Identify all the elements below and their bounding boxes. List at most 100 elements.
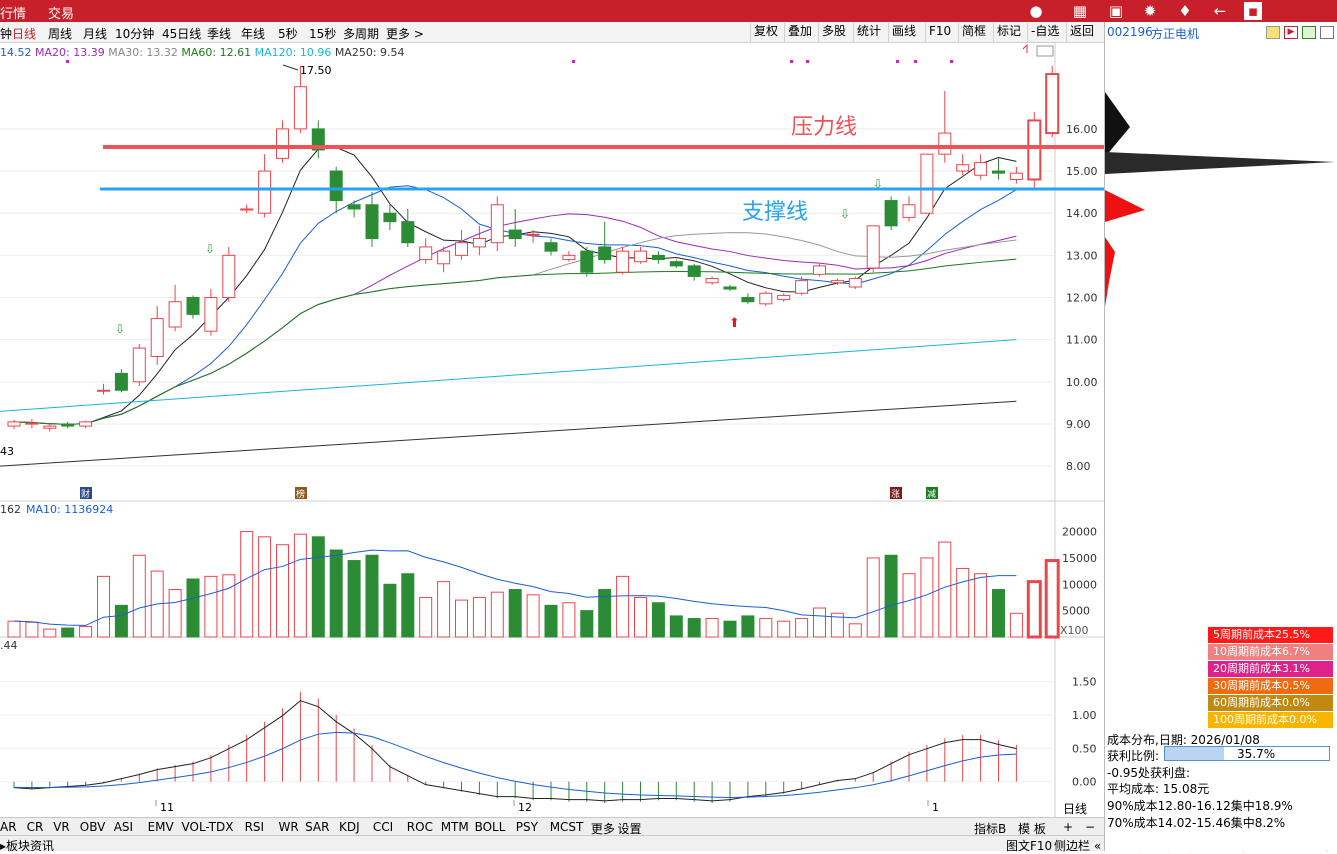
toolbar-button-8[interactable]: -自选: [1027, 23, 1062, 42]
period-6[interactable]: 季线: [207, 27, 232, 41]
period-2[interactable]: 周线: [48, 27, 73, 41]
period-0[interactable]: 钟: [0, 27, 13, 41]
indicator-btn1[interactable]: 指标B: [974, 822, 1007, 836]
indicator-ar[interactable]: AR: [0, 820, 17, 834]
candle: [186, 295, 200, 319]
axis-ticks: 16.0015.0014.0013.0012.0011.0010.009.008…: [155, 123, 1098, 814]
volume-bar: [419, 596, 433, 638]
chart-icon[interactable]: [1266, 26, 1280, 39]
right-axis-period-label: 日线: [1063, 802, 1087, 816]
period-1[interactable]: 日线: [12, 27, 37, 41]
volume-bar: [526, 594, 540, 638]
toolbar-button-5[interactable]: F10: [925, 23, 954, 42]
macd-tick: 0.50: [1072, 742, 1097, 755]
dot-marker: [806, 60, 809, 63]
period-5[interactable]: 45日线: [162, 27, 202, 41]
toolbar-button-9[interactable]: 返回: [1066, 23, 1097, 42]
toolbar-button-7[interactable]: 标记: [993, 23, 1024, 42]
indicator-vol-tdx[interactable]: VOL-TDX: [181, 820, 234, 834]
toolbar-button-1[interactable]: 叠加: [784, 23, 815, 42]
indicator-cci[interactable]: CCI: [372, 820, 394, 834]
cost-70: 70%成本14.02-15.46集中8.2%: [1107, 816, 1286, 830]
indicator-bar: AR CR VR OBV ASI EMV VOL-TDX RSI WR SAR KDJ CCI ROC M…: [0, 817, 1104, 836]
candle: [1027, 112, 1042, 188]
period-10[interactable]: 多周期: [343, 27, 380, 41]
toolbar-button-3[interactable]: 统计: [853, 23, 884, 42]
indicator-psy[interactable]: PSY: [515, 820, 538, 834]
stock-code: 002196: [1107, 25, 1153, 39]
ma30-line: [13, 232, 1017, 425]
window-icon[interactable]: ▪: [1244, 2, 1262, 20]
toolbar-button-6[interactable]: 简框: [958, 23, 989, 42]
candle: [938, 90, 952, 163]
event-marker[interactable]: 涨: [890, 487, 902, 500]
indicator-minus[interactable]: −: [1085, 820, 1096, 834]
toolbar-button-0[interactable]: 复权: [750, 23, 781, 42]
user-icon[interactable]: ●: [1029, 2, 1043, 20]
period-3[interactable]: 月线: [83, 27, 108, 41]
back-arrow-icon[interactable]: ←: [1213, 2, 1227, 20]
indicator-obv[interactable]: OBV: [79, 820, 106, 834]
volume-bar: [723, 620, 737, 638]
toolbar-button-2[interactable]: 多股: [818, 23, 849, 42]
volume-bar: [651, 602, 665, 638]
period-7[interactable]: 年线: [241, 27, 266, 41]
indicator-mtm[interactable]: MTM: [440, 820, 469, 834]
indicator-设置[interactable]: 设置: [617, 822, 642, 836]
period-toolbar: 钟日线 周线 月线 10分钟 45日线 季线 年线 5秒 15秒 多周期 更多 > 复权 叠加 多股 统计画…: [0, 22, 1104, 43]
status-left[interactable]: ▸板块资讯: [0, 839, 55, 853]
status-f10[interactable]: 图文F10: [1006, 839, 1053, 853]
indicator-asi[interactable]: ASI: [113, 820, 134, 834]
indicator-更多[interactable]: 更多: [590, 822, 615, 836]
candle: [1009, 166, 1023, 184]
indicator-cr[interactable]: CR: [26, 820, 44, 834]
price-tick: 15.00: [1066, 165, 1098, 178]
ma-legend: 14.52 MA20: 13.39 MA30: 13.32 MA60: 12.6…: [0, 46, 405, 59]
indicator-kdj[interactable]: KDJ: [339, 820, 360, 834]
indicator-plus[interactable]: +: [1063, 820, 1074, 834]
candle: [526, 230, 540, 243]
indicator-wr[interactable]: WR: [278, 820, 299, 834]
collapse-icon[interactable]: [1036, 45, 1054, 57]
candle: [347, 200, 361, 218]
tab-trade[interactable]: 交易: [48, 7, 75, 22]
top-arrow-icon: [1022, 43, 1028, 53]
candle: [1045, 65, 1060, 138]
volume-bar: [472, 596, 486, 638]
period-9[interactable]: 15秒: [309, 27, 337, 41]
event-marker[interactable]: 减: [926, 487, 938, 500]
indicator-boll[interactable]: BOLL: [474, 820, 506, 834]
calculator-icon[interactable]: ▣: [1108, 2, 1124, 20]
volume-bar: [884, 554, 898, 638]
indicator-vr[interactable]: VR: [53, 820, 70, 834]
indicator-emv[interactable]: EMV: [147, 820, 174, 834]
tab-market[interactable]: 行情: [0, 7, 27, 22]
flag-icon[interactable]: ▶: [1284, 26, 1298, 39]
indicator-sar[interactable]: SAR: [305, 820, 330, 834]
volume-bar: [848, 623, 862, 638]
indicator-rsi[interactable]: RSI: [244, 820, 265, 834]
date-label: 1: [932, 801, 939, 814]
status-sidebar[interactable]: 侧边栏 «: [1054, 839, 1102, 853]
period-4[interactable]: 10分钟: [115, 27, 155, 41]
signal-markers: 财 榜 涨 减 ⇩ ⇩ ⇩ ⇩ ⬆: [66, 60, 953, 500]
candle: [168, 284, 182, 332]
kline-chart[interactable]: 16.0015.0014.0013.0012.0011.0010.009.008…: [0, 43, 1104, 817]
toolbar-button-4[interactable]: 画线: [888, 23, 919, 42]
layout-icon[interactable]: [1320, 26, 1334, 39]
event-marker[interactable]: 财: [80, 487, 92, 500]
gear-icon[interactable]: ✹: [1143, 2, 1157, 20]
indicator-roc[interactable]: ROC: [406, 820, 433, 834]
chip-icon[interactable]: [1302, 26, 1316, 39]
high-price-label: 17.50: [300, 64, 332, 77]
grid-icon[interactable]: ▦: [1072, 2, 1088, 20]
indicator-btn2[interactable]: 模 板: [1018, 822, 1046, 836]
period-8[interactable]: 5秒: [278, 27, 298, 41]
volume-bar: [866, 557, 880, 638]
indicator-mcst[interactable]: MCST: [549, 820, 584, 834]
event-marker[interactable]: 榜: [295, 487, 307, 500]
shirt-icon[interactable]: ♦: [1178, 2, 1192, 20]
candle: [544, 238, 558, 256]
period-11[interactable]: 更多 >: [386, 27, 424, 41]
candle: [813, 263, 826, 277]
